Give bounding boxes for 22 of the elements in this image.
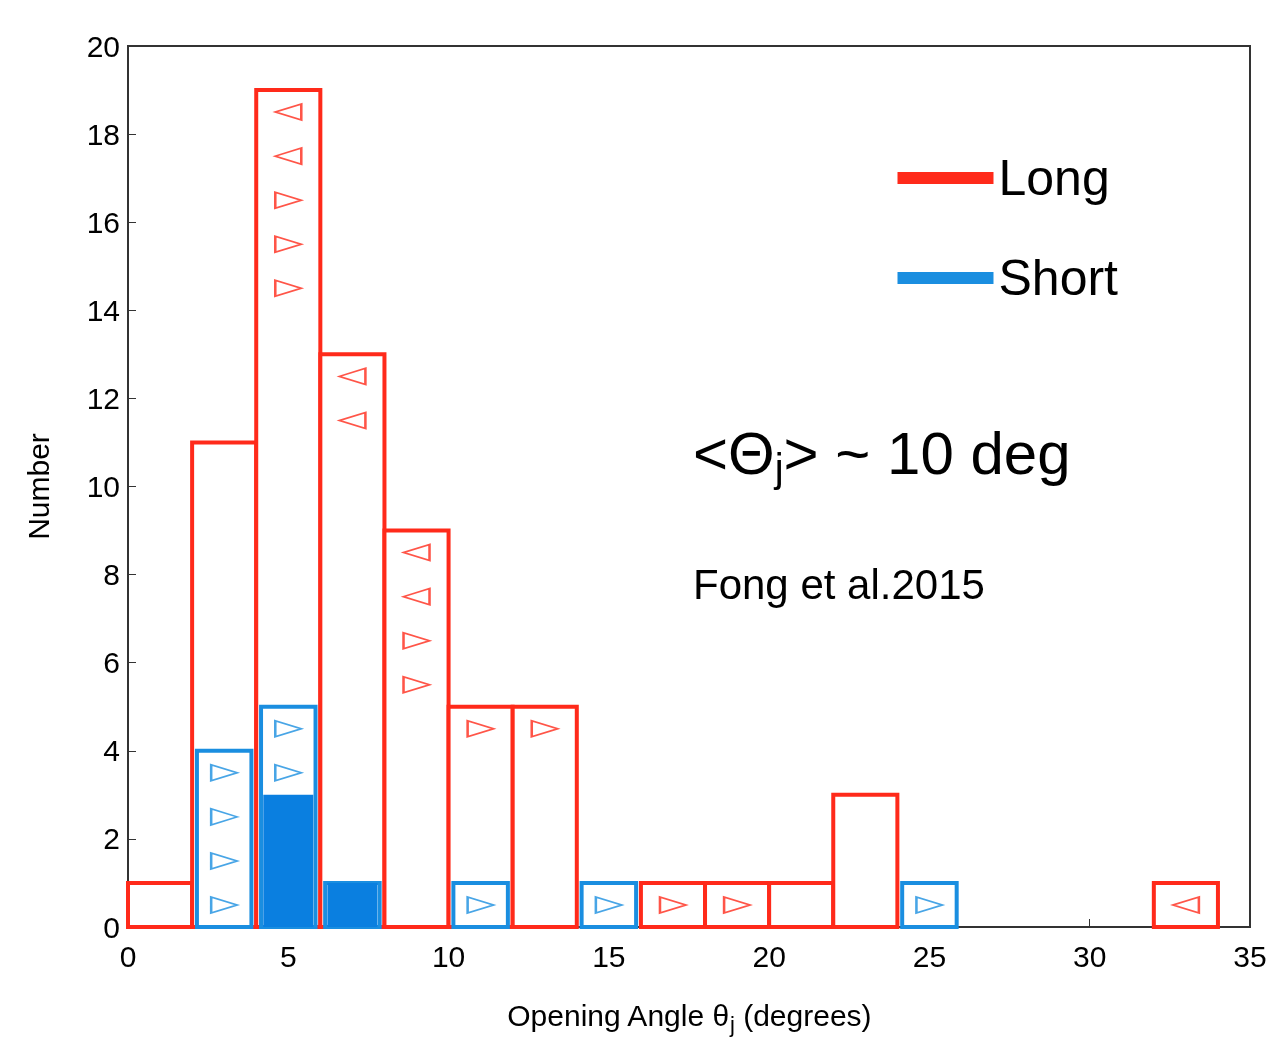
legend-label: Short [998, 250, 1119, 306]
annotation: Fong et al.2015 [693, 560, 985, 608]
x-tick-label: 5 [279, 939, 297, 973]
x-tick-label: 20 [752, 939, 786, 973]
y-tick-label: 8 [103, 558, 120, 592]
y-tick-label: 0 [103, 910, 120, 944]
x-tick-label: 15 [592, 939, 626, 973]
legend-label: Long [998, 150, 1110, 206]
y-tick-label: 6 [103, 646, 120, 680]
y-tick-label: 18 [86, 117, 120, 151]
y-axis-title: Number [21, 433, 55, 540]
y-tick-label: 4 [103, 734, 120, 768]
y-tick-label: 12 [86, 381, 120, 415]
y-tick-label: 20 [86, 29, 120, 63]
y-tick-label: 2 [103, 822, 120, 856]
y-tick-label: 16 [86, 205, 120, 239]
y-tick-label: 10 [86, 470, 120, 503]
y-tick-label: 14 [86, 293, 120, 327]
x-tick-label: 35 [1233, 939, 1267, 973]
x-tick-label: 25 [912, 939, 947, 973]
x-tick-label: 30 [1073, 939, 1107, 973]
x-tick-label: 10 [431, 939, 466, 973]
